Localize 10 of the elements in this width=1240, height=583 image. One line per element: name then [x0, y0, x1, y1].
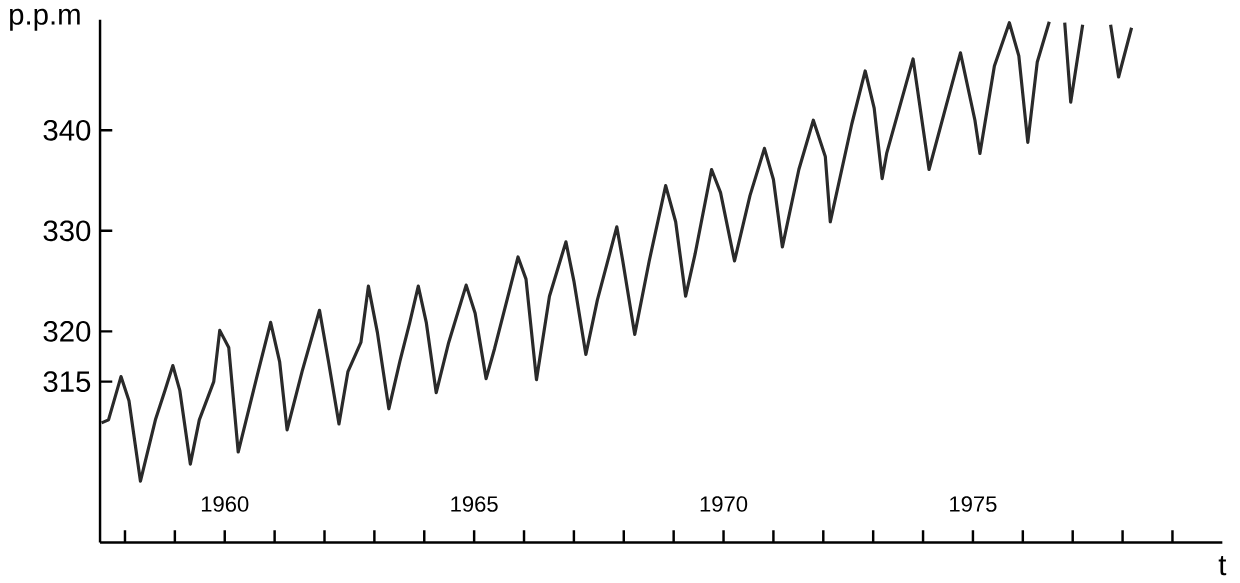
- y-tick-label: 330: [43, 220, 91, 242]
- y-tick-label: 320: [43, 320, 91, 342]
- x-tick-label: 1960: [201, 496, 249, 512]
- x-tick-label: 1965: [451, 496, 498, 512]
- x-tick-label: 1975: [950, 496, 997, 512]
- x-axis-title: t: [1218, 555, 1227, 576]
- x-tick-label: 1970: [700, 496, 748, 512]
- y-axis-title: p.p.m: [10, 8, 80, 31]
- y-tick-label: 315: [43, 371, 91, 392]
- y-tick-label: 340: [43, 119, 91, 141]
